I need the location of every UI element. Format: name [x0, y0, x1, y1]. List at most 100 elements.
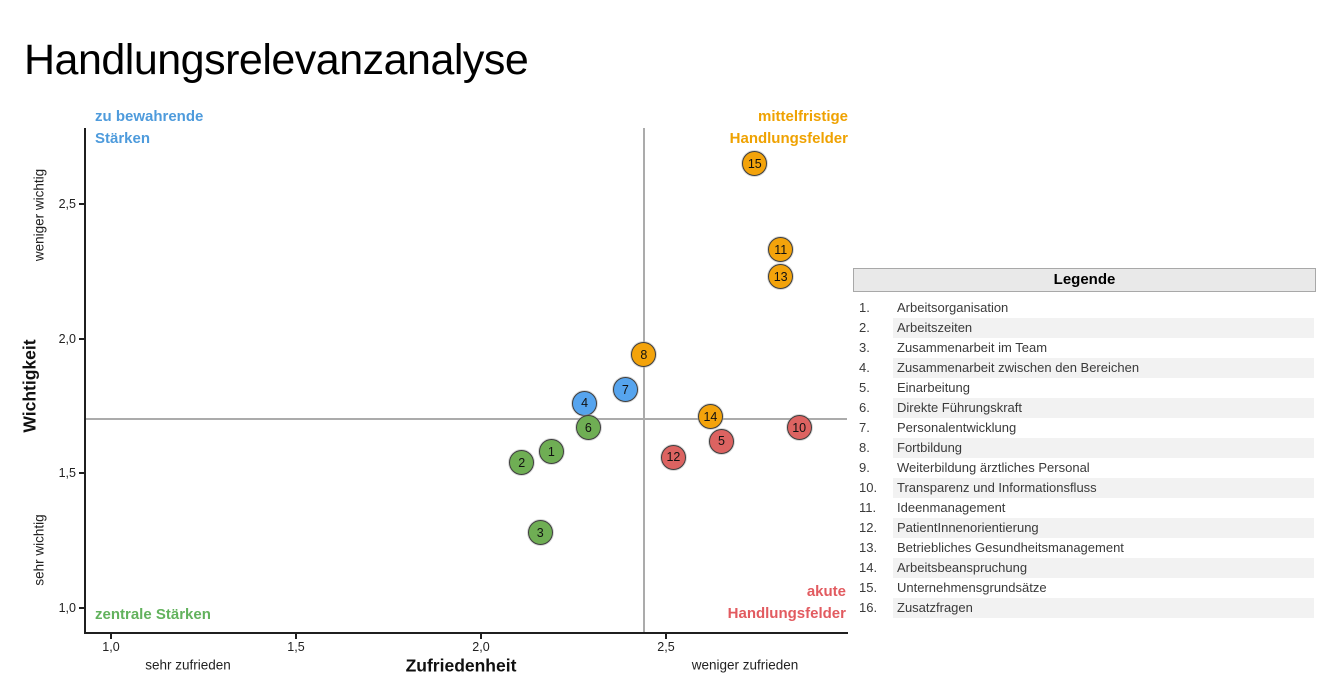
y-axis-sublabel-top: weniger wichtig	[31, 168, 47, 262]
quadrant-label-top-left: zu bewahrende Stärken	[95, 106, 203, 150]
legend-row-stripe	[893, 518, 1314, 538]
data-point-10: 10	[786, 415, 812, 441]
data-point-4: 4	[572, 390, 598, 416]
x-tick-label: 1,0	[102, 640, 120, 654]
reference-line-horizontal	[85, 418, 847, 421]
quadrant-label-line: Stärken	[95, 130, 151, 147]
legend-row: 2. Arbeitszeiten	[853, 318, 1316, 338]
data-point-2: 2	[509, 450, 535, 476]
data-point-7: 7	[612, 377, 638, 403]
legend-item-number: 11.	[859, 500, 877, 515]
legend-item-number: 8.	[859, 440, 870, 455]
y-axis-sublabel-bottom: sehr wichtig	[31, 514, 47, 586]
legend-row-stripe	[893, 438, 1314, 458]
legend-item-label: Unternehmensgrundsätze	[897, 580, 1047, 595]
data-point-5: 5	[709, 428, 734, 454]
data-point-8: 8	[631, 342, 657, 368]
legend-row: 5. Einarbeitung	[853, 378, 1316, 398]
legend-item-label: Weiterbildung ärztliches Personal	[897, 460, 1090, 475]
legend-item-label: Fortbildung	[897, 440, 963, 455]
quadrant-label-bottom-right: akute Handlungsfelder	[596, 581, 846, 625]
legend-item-number: 16.	[859, 600, 878, 615]
legend-row: 13. Betriebliches Gesundheitsmanagement	[853, 538, 1316, 558]
page-title: Handlungsrelevanzanalyse	[24, 36, 529, 84]
legend-item-number: 7.	[859, 420, 870, 435]
x-axis-line	[84, 632, 848, 634]
legend-item-label: PatientInnenorientierung	[897, 520, 1039, 535]
x-tick-label: 1,5	[287, 640, 305, 654]
x-tick-mark	[665, 634, 667, 639]
legend-item-number: 3.	[859, 340, 870, 355]
legend-row-stripe	[893, 318, 1314, 338]
legend-row: 11. Ideenmanagement	[853, 498, 1316, 518]
legend-item-number: 9.	[859, 460, 870, 475]
data-point-15: 15	[742, 151, 768, 177]
legend-item-label: Betriebliches Gesundheitsmanagement	[897, 540, 1124, 555]
y-tick-label: 2,0	[58, 331, 76, 346]
quadrant-label-line: akute	[806, 583, 846, 600]
legend-item-number: 13.	[859, 540, 878, 555]
legend-row-stripe	[893, 558, 1314, 578]
legend-row: 14. Arbeitsbeanspruchung	[853, 558, 1316, 578]
legend-item-label: Zusatzfragen	[897, 600, 973, 615]
legend-row: 7. Personalentwicklung	[853, 418, 1316, 438]
legend-row: 4. Zusammenarbeit zwischen den Bereichen	[853, 358, 1316, 378]
x-tick-mark	[295, 634, 297, 639]
quadrant-label-line: zu bewahrende	[95, 108, 204, 125]
quadrant-label-line: Handlungsfelder	[729, 130, 848, 147]
legend-item-number: 6.	[859, 400, 870, 415]
legend-item-label: Zusammenarbeit im Team	[897, 340, 1048, 355]
legend-item-label: Arbeitsorganisation	[897, 300, 1009, 315]
y-tick-mark	[79, 607, 84, 609]
data-point-13: 13	[768, 264, 794, 290]
quadrant-label-line: mittelfristige	[757, 108, 848, 125]
y-axis-line	[84, 128, 86, 633]
legend-item-number: 2.	[859, 320, 870, 335]
y-tick-mark	[79, 472, 84, 475]
legend-item-label: Zusammenarbeit zwischen den Bereichen	[897, 360, 1140, 375]
legend-item-number: 1.	[859, 300, 870, 315]
legend-item-label: Arbeitszeiten	[897, 320, 973, 335]
legend-row-stripe	[893, 478, 1314, 498]
reference-line-vertical	[642, 128, 645, 632]
legend-item-number: 15.	[859, 580, 878, 595]
legend-item-number: 12.	[859, 520, 878, 535]
x-axis-title: Zufriedenheit	[405, 655, 517, 676]
y-axis-title: Wichtigkeit	[19, 339, 40, 433]
legend-item-label: Ideenmanagement	[897, 500, 1006, 515]
quadrant-label-top-right: mittelfristige Handlungsfelder	[598, 106, 848, 150]
legend-row-stripe	[893, 358, 1314, 378]
data-point-12: 12	[660, 444, 686, 470]
x-tick-label: 2,5	[657, 640, 675, 654]
x-axis-sublabel-left: sehr zufrieden	[145, 657, 231, 673]
quadrant-label-bottom-left: zentrale Stärken	[95, 604, 211, 626]
legend-row: 1. Arbeitsorganisation	[853, 298, 1316, 318]
y-tick-mark	[79, 337, 84, 340]
legend-item-label: Einarbeitung	[897, 380, 970, 395]
legend-row: 8. Fortbildung	[853, 438, 1316, 458]
data-point-14: 14	[697, 404, 723, 430]
x-tick-label: 2,0	[472, 640, 490, 654]
legend-header: Legende	[853, 268, 1316, 292]
quadrant-label-line: zentrale Stärken	[95, 606, 211, 623]
legend-item-number: 14.	[859, 560, 878, 575]
x-tick-mark	[480, 634, 482, 639]
quadrant-label-line: Handlungsfelder	[727, 605, 846, 622]
legend-row: 3. Zusammenarbeit im Team	[853, 338, 1316, 358]
legend-row-stripe	[893, 398, 1314, 418]
data-point-3: 3	[527, 520, 553, 546]
legend-item-number: 10.	[859, 480, 878, 495]
y-tick-label: 2,5	[58, 197, 76, 211]
legend-row: 16. Zusatzfragen	[853, 598, 1316, 618]
legend-item-label: Personalentwicklung	[897, 420, 1017, 435]
legend-item-label: Transparenz und Informationsfluss	[897, 480, 1097, 495]
legend-row: 12. PatientInnenorientierung	[853, 518, 1316, 538]
x-tick-mark	[110, 634, 112, 639]
legend-row: 10. Transparenz und Informationsfluss	[853, 478, 1316, 498]
data-point-6: 6	[575, 415, 601, 441]
legend-row: 15. Unternehmensgrundsätze	[853, 578, 1316, 598]
data-point-1: 1	[538, 439, 564, 465]
legend-row: 9. Weiterbildung ärztliches Personal	[853, 458, 1316, 478]
x-axis-sublabel-right: weniger zufrieden	[691, 657, 799, 673]
y-tick-mark	[79, 203, 84, 205]
